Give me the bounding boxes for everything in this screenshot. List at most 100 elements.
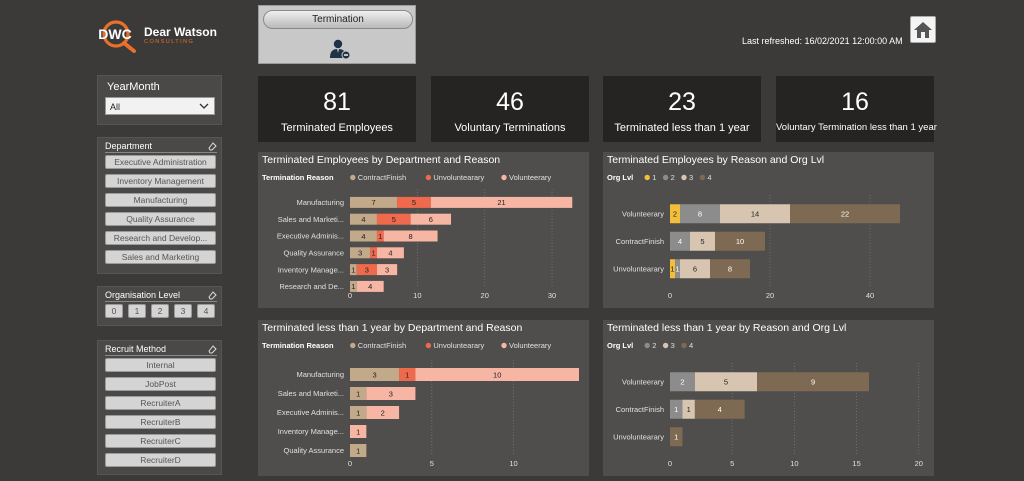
dwc-logo-icon: DWC [98,20,136,53]
kpi-card-voluntary-less-1yr: 16 Voluntary Termination less than 1 yea… [776,76,937,142]
logo-mark: DWC [98,26,131,42]
recruit-chip-jobpost[interactable]: JobPost [105,377,216,391]
bar-data-label: 2 [680,378,684,387]
bar-data-label: 9 [811,378,815,387]
bar-data-label: 1 [351,282,355,291]
bar-data-label: 1 [356,389,360,398]
kpi-label: Voluntary Terminations [454,122,566,134]
legend-marker [681,342,687,349]
department-chip-quality-assurance[interactable]: Quality Assurance [105,212,216,226]
x-tick-label: 0 [668,459,672,468]
bar-data-label: 1 [674,433,678,442]
bar-data-label: 7 [371,198,375,207]
org-level-chip-0[interactable]: 0 [105,304,123,318]
legend-marker [662,342,669,349]
yearmonth-title: YearMonth [107,81,160,93]
bar-segment [350,196,398,208]
bar-data-label: 2 [381,408,385,417]
bar-data-label: 5 [724,378,728,387]
bar-data-label: 3 [365,265,369,274]
legend-marker [699,174,706,181]
termination-nav-tile[interactable]: Termination [258,5,416,64]
legend-label: 4 [707,173,711,182]
x-tick-label: 20 [915,459,923,468]
bar-segment [383,230,438,242]
bar-segment [376,247,404,259]
bar-segment [710,259,750,279]
department-chip-executive-administration[interactable]: Executive Administration [105,155,216,169]
y-category-label: Manufacturing [296,198,344,207]
bar-segment [399,368,416,381]
y-category-label: Sales and Marketi... [278,215,344,224]
y-category-label: ContractFinish [616,405,664,414]
bar-segment [366,387,416,400]
eraser-icon[interactable] [207,344,217,354]
bar-segment [415,368,579,381]
y-category-label: ContractFinish [616,237,664,246]
department-slicer: Department Executive Administration Inve… [97,137,222,274]
eraser-icon[interactable] [207,141,217,151]
x-tick-label: 0 [348,459,352,468]
bar-data-label: 22 [841,210,849,219]
eraser-icon[interactable] [207,290,217,300]
legend-label: 4 [689,341,693,350]
yearmonth-dropdown[interactable]: All [105,97,215,115]
x-tick-label: 5 [430,459,434,468]
bar-data-label: 1 [670,265,674,274]
bar-data-label: 5 [700,237,704,246]
recruit-chip-recruiterd[interactable]: RecruiterD [105,453,216,467]
bar-data-label: 3 [385,265,389,274]
bar-segment [350,280,357,292]
bar-segment [397,196,431,208]
recruit-chip-recruitera[interactable]: RecruiterA [105,396,216,410]
recruit-chip-recruiterc[interactable]: RecruiterC [105,434,216,448]
y-category-label: Executive Adminis... [277,232,344,241]
y-category-label: Quality Assurance [284,249,344,258]
bar-segment [376,213,411,225]
department-chip-research[interactable]: Research and Develop... [105,231,216,245]
bar-data-label: 4 [368,282,372,291]
y-category-label: Volunteerary [622,377,664,386]
department-chip-manufacturing[interactable]: Manufacturing [105,193,216,207]
bar-segment [366,406,400,419]
department-chip-sales-marketing[interactable]: Sales and Marketing [105,250,216,264]
org-level-chip-2[interactable]: 2 [151,304,169,318]
termination-nav-button[interactable]: Termination [263,10,413,29]
legend-marker [350,342,356,349]
org-level-chip-1[interactable]: 1 [128,304,146,318]
y-category-label: Quality Assurance [284,446,344,455]
org-level-chip-3[interactable]: 3 [174,304,192,318]
bar-segment [682,399,695,419]
y-category-label: Volunteerary [622,209,664,218]
bar-segment [350,213,377,225]
department-chip-inventory-management[interactable]: Inventory Management [105,174,216,188]
legend-marker [425,342,432,349]
bar-segment [376,230,384,242]
y-category-label: Executive Adminis... [277,408,344,417]
bar-segment [356,280,384,292]
chart-title: Terminated Employees by Reason and Org L… [607,154,824,166]
org-level-title: Organisation Level [105,290,181,300]
kpi-value: 81 [323,88,351,116]
x-tick-label: 0 [668,291,672,300]
bar-data-label: 10 [736,237,744,246]
bar-segment [350,264,357,276]
bar-segment [790,204,900,224]
recruit-chip-recruiterb[interactable]: RecruiterB [105,415,216,429]
bar-segment [370,247,377,259]
legend-marker [644,174,650,181]
y-category-label: Unvoluntearary [613,264,664,273]
recruit-chip-internal[interactable]: Internal [105,358,216,372]
kpi-label: Terminated Employees [281,122,393,134]
legend-marker [501,342,507,349]
kpi-card-terminated-less-1yr: 23 Terminated less than 1 year [603,76,761,142]
legend-label: Unvoluntearary [433,173,484,182]
logo-name: Dear Watson [144,25,217,40]
x-tick-label: 5 [730,459,734,468]
org-level-chip-4[interactable]: 4 [197,304,215,318]
department-title: Department [105,141,153,151]
home-button[interactable] [910,16,936,43]
legend-label: ContractFinish [358,173,406,182]
bar-segment [694,372,758,392]
bar-segment [670,204,680,224]
